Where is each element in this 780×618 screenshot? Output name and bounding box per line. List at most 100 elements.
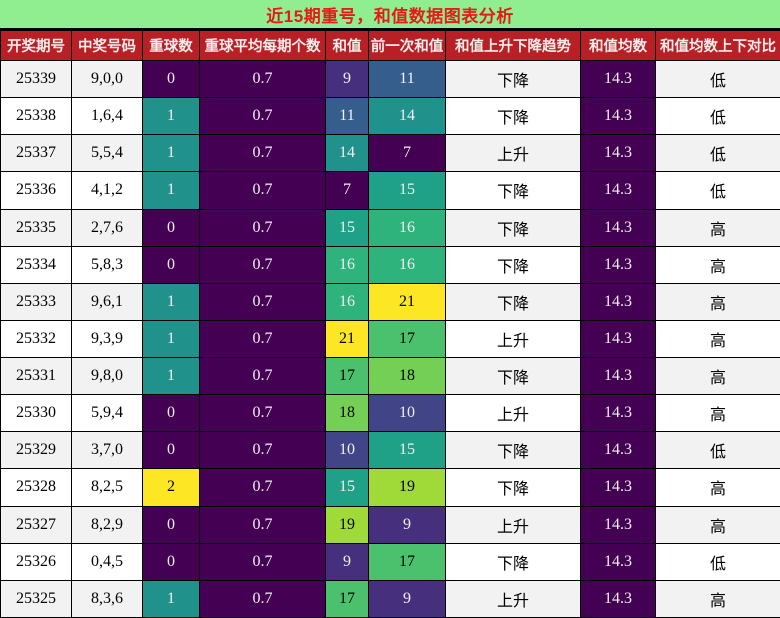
column-header-avg: 和值均数 xyxy=(580,30,656,61)
trend-cell: 下降 xyxy=(445,542,581,581)
compare-cell: 低 xyxy=(655,134,780,173)
prev_sum-cell: 9 xyxy=(368,505,446,544)
table-row: 25339 9,0,0 0 0.7 9 11 下降 14.3 低 xyxy=(0,59,780,99)
trend-cell: 下降 xyxy=(445,97,581,136)
avg-cell: 14.3 xyxy=(580,468,656,507)
numbers-cell: 9,0,0 xyxy=(71,59,143,99)
trend-cell: 下降 xyxy=(445,468,581,507)
prev_sum-cell: 18 xyxy=(368,356,446,396)
repeat-cell: 1 xyxy=(142,356,200,396)
repeat-cell: 1 xyxy=(142,579,200,618)
avg-cell: 14.3 xyxy=(580,134,656,173)
trend-cell: 下降 xyxy=(445,431,581,470)
numbers-cell: 8,3,6 xyxy=(71,579,143,618)
column-header-prev_sum: 前一次和值 xyxy=(368,30,446,61)
table-row: 25330 5,9,4 0 0.7 18 10 上升 14.3 高 xyxy=(0,394,780,433)
table-row: 25331 9,8,0 1 0.7 17 18 下降 14.3 高 xyxy=(0,356,780,396)
repeat_avg-cell: 0.7 xyxy=(199,282,326,321)
column-header-compare: 和值均数上下对比 xyxy=(655,30,780,61)
repeat-cell: 1 xyxy=(142,134,200,173)
numbers-cell: 5,5,4 xyxy=(71,134,143,173)
prev_sum-cell: 16 xyxy=(368,208,446,247)
sum-cell: 21 xyxy=(325,319,369,359)
repeat_avg-cell: 0.7 xyxy=(199,134,326,173)
table-body: 25339 9,0,0 0 0.7 9 11 下降 14.3 低 25338 1,6,4 1 0.7 11… xyxy=(0,59,780,618)
repeat-cell: 0 xyxy=(142,394,200,433)
table-row: 25333 9,6,1 1 0.7 16 21 下降 14.3 高 xyxy=(0,282,780,321)
table-row: 25329 3,7,0 0 0.7 10 15 下降 14.3 低 xyxy=(0,431,780,470)
trend-cell: 下降 xyxy=(445,356,581,396)
avg-cell: 14.3 xyxy=(580,171,656,210)
period-cell: 25336 xyxy=(0,171,72,210)
prev_sum-cell: 17 xyxy=(368,319,446,359)
repeat_avg-cell: 0.7 xyxy=(199,319,326,359)
prev_sum-cell: 7 xyxy=(368,134,446,173)
prev_sum-cell: 10 xyxy=(368,394,446,433)
column-header-period: 开奖期号 xyxy=(0,30,72,61)
period-cell: 25337 xyxy=(0,134,72,173)
compare-cell: 低 xyxy=(655,431,780,470)
period-cell: 25330 xyxy=(0,394,72,433)
repeat_avg-cell: 0.7 xyxy=(199,542,326,581)
sum-cell: 16 xyxy=(325,245,369,284)
repeat-cell: 0 xyxy=(142,59,200,99)
period-cell: 25333 xyxy=(0,282,72,321)
period-cell: 25328 xyxy=(0,468,72,507)
repeat-cell: 0 xyxy=(142,245,200,284)
avg-cell: 14.3 xyxy=(580,245,656,284)
numbers-cell: 3,7,0 xyxy=(71,431,143,470)
repeat-cell: 0 xyxy=(142,208,200,247)
repeat_avg-cell: 0.7 xyxy=(199,245,326,284)
period-cell: 25338 xyxy=(0,97,72,136)
sum-cell: 17 xyxy=(325,579,369,618)
prev_sum-cell: 14 xyxy=(368,97,446,136)
period-cell: 25334 xyxy=(0,245,72,284)
table-row: 25327 8,2,9 0 0.7 19 9 上升 14.3 高 xyxy=(0,505,780,544)
trend-cell: 下降 xyxy=(445,245,581,284)
sum-cell: 17 xyxy=(325,356,369,396)
repeat-cell: 1 xyxy=(142,97,200,136)
avg-cell: 14.3 xyxy=(580,356,656,396)
prev_sum-cell: 16 xyxy=(368,245,446,284)
column-header-sum: 和值 xyxy=(325,30,369,61)
compare-cell: 高 xyxy=(655,319,780,359)
repeat-cell: 1 xyxy=(142,171,200,210)
avg-cell: 14.3 xyxy=(580,394,656,433)
numbers-cell: 5,8,3 xyxy=(71,245,143,284)
column-header-trend: 和值上升下降趋势 xyxy=(445,30,581,61)
table-row: 25325 8,3,6 1 0.7 17 9 上升 14.3 高 xyxy=(0,579,780,618)
repeat_avg-cell: 0.7 xyxy=(199,59,326,99)
prev_sum-cell: 21 xyxy=(368,282,446,321)
repeat-cell: 1 xyxy=(142,319,200,359)
prev_sum-cell: 19 xyxy=(368,468,446,507)
compare-cell: 低 xyxy=(655,542,780,581)
table-row: 25328 8,2,5 2 0.7 15 19 下降 14.3 高 xyxy=(0,468,780,507)
table-row: 25336 4,1,2 1 0.7 7 15 下降 14.3 低 xyxy=(0,171,780,210)
compare-cell: 高 xyxy=(655,282,780,321)
avg-cell: 14.3 xyxy=(580,282,656,321)
sum-cell: 9 xyxy=(325,59,369,99)
trend-cell: 下降 xyxy=(445,282,581,321)
compare-cell: 低 xyxy=(655,171,780,210)
compare-cell: 高 xyxy=(655,394,780,433)
header-row: 开奖期号 中奖号码 重球数 重球平均每期个数 和值 前一次和值 和值上升下降趋势 和值均数 和值… xyxy=(0,30,780,61)
avg-cell: 14.3 xyxy=(580,431,656,470)
prev_sum-cell: 15 xyxy=(368,171,446,210)
column-header-repeat_avg: 重球平均每期个数 xyxy=(199,30,326,61)
repeat_avg-cell: 0.7 xyxy=(199,468,326,507)
table-row: 25338 1,6,4 1 0.7 11 14 下降 14.3 低 xyxy=(0,97,780,136)
numbers-cell: 9,8,0 xyxy=(71,356,143,396)
trend-cell: 上升 xyxy=(445,505,581,544)
avg-cell: 14.3 xyxy=(580,505,656,544)
repeat_avg-cell: 0.7 xyxy=(199,394,326,433)
numbers-cell: 8,2,9 xyxy=(71,505,143,544)
sum-cell: 10 xyxy=(325,431,369,470)
column-header-repeat: 重球数 xyxy=(142,30,200,61)
table-row: 25332 9,3,9 1 0.7 21 17 上升 14.3 高 xyxy=(0,319,780,359)
table-row: 25335 2,7,6 0 0.7 15 16 下降 14.3 高 xyxy=(0,208,780,247)
numbers-cell: 2,7,6 xyxy=(71,208,143,247)
table-row: 25337 5,5,4 1 0.7 14 7 上升 14.3 低 xyxy=(0,134,780,173)
repeat-cell: 1 xyxy=(142,282,200,321)
trend-cell: 上升 xyxy=(445,394,581,433)
sum-cell: 11 xyxy=(325,97,369,136)
